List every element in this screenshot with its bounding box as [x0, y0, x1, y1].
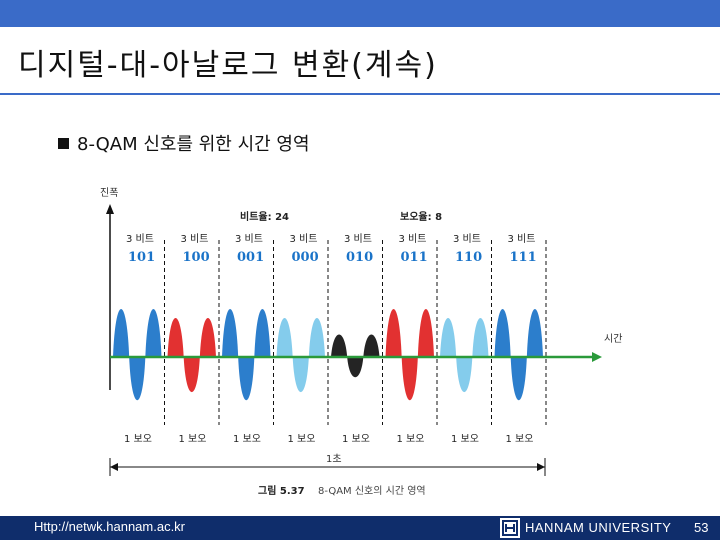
- symbol-bottom-labels: 1 보오 1 보오 1 보오 1 보오 1 보오 1 보오 1 보오 1 보오: [124, 433, 533, 445]
- x-axis-label: 시간: [604, 333, 622, 345]
- symbol-dividers: [164, 240, 547, 425]
- time-axis-arrow: [592, 352, 602, 362]
- symbol-bits-unit-label: 3 비트: [235, 233, 263, 245]
- symbol-baud-label: 1 보오: [506, 433, 534, 445]
- symbol-bits-unit-label: 3 비트: [344, 233, 372, 245]
- bit-rate-label: 비트율: 24: [240, 210, 289, 223]
- wave-lobe: [222, 309, 239, 357]
- wave-lobe: [440, 318, 457, 357]
- wave-lobe: [401, 357, 418, 401]
- y-axis-label: 진폭: [100, 187, 118, 199]
- symbol-bits-value: 000: [292, 250, 319, 265]
- waveform-group: [113, 309, 543, 401]
- symbol-baud-label: 1 보오: [124, 433, 152, 445]
- footer-url-link[interactable]: Http://netwk.hannam.ac.kr: [34, 519, 186, 534]
- footer-university-name: HANNAM UNIVERSITY: [525, 520, 672, 535]
- symbol-bits-value: 010: [346, 250, 373, 265]
- wave-lobe: [145, 309, 162, 357]
- slide-title: 디지털-대-아날로그 변환(계속): [18, 48, 438, 83]
- symbol-bits-unit-label: 3 비트: [508, 233, 536, 245]
- wave-lobe: [456, 357, 473, 393]
- symbol-bits-value: 001: [237, 250, 264, 265]
- wave-lobe: [526, 309, 543, 357]
- y-axis-arrow: [106, 204, 114, 214]
- wave-lobe: [292, 357, 309, 393]
- symbol-bits-value: 101: [128, 250, 155, 265]
- wave-lobe: [183, 357, 200, 393]
- wave-lobe: [199, 318, 216, 357]
- wave-lobe: [129, 357, 146, 401]
- wave-lobe: [347, 357, 364, 378]
- qam-time-domain-figure: 진폭 시간 비트율: 24 보오율: 8 3 비트 101 3 비트 100 3 비트 0…: [100, 187, 622, 497]
- symbol-baud-label: 1 보오: [179, 433, 207, 445]
- one-second-right-arrow: [537, 463, 545, 471]
- wave-lobe: [510, 357, 527, 401]
- symbol-baud-label: 1 보오: [451, 433, 479, 445]
- symbol-bits-value: 100: [183, 250, 210, 265]
- one-second-label: 1초: [326, 453, 342, 465]
- wave-lobe: [276, 318, 293, 357]
- symbol-top-labels: 3 비트 101 3 비트 100 3 비트 001 3 비트 000 3 비트 010 3 비트 0…: [126, 233, 537, 265]
- wave-lobe: [472, 318, 489, 357]
- symbol-baud-label: 1 보오: [288, 433, 316, 445]
- figure-caption-number: 그림 5.37: [258, 485, 305, 497]
- wave-lobe: [494, 309, 511, 357]
- wave-lobe: [308, 318, 325, 357]
- page-number: 53: [694, 520, 709, 535]
- university-logo-icon: [500, 518, 520, 538]
- symbol-baud-label: 1 보오: [233, 433, 261, 445]
- bullet-square-icon: [58, 138, 69, 149]
- symbol-baud-label: 1 보오: [342, 433, 370, 445]
- one-second-left-arrow: [110, 463, 118, 471]
- wave-lobe: [331, 334, 348, 357]
- symbol-bits-value: 011: [401, 250, 428, 265]
- symbol-bits-unit-label: 3 비트: [399, 233, 427, 245]
- bullet-text: 8-QAM 신호를 위한 시간 영역: [77, 134, 310, 155]
- wave-lobe: [167, 318, 184, 357]
- symbol-bits-unit-label: 3 비트: [453, 233, 481, 245]
- symbol-bits-value: 110: [455, 250, 482, 265]
- symbol-bits-unit-label: 3 비트: [290, 233, 318, 245]
- symbol-bits-value: 111: [510, 250, 537, 265]
- symbol-bits-unit-label: 3 비트: [181, 233, 209, 245]
- bullet-item: 8-QAM 신호를 위한 시간 영역: [58, 130, 310, 156]
- footer-bar: Http://netwk.hannam.ac.kr HANNAM UNIVERS…: [0, 516, 720, 540]
- wave-lobe: [238, 357, 255, 401]
- figure-caption: 8-QAM 신호의 시간 영역: [318, 485, 426, 497]
- symbol-baud-label: 1 보오: [397, 433, 425, 445]
- wave-lobe: [385, 309, 402, 357]
- title-divider: [0, 93, 720, 95]
- wave-lobe: [113, 309, 130, 357]
- symbol-bits-unit-label: 3 비트: [126, 233, 154, 245]
- baud-rate-label: 보오율: 8: [400, 211, 442, 223]
- wave-lobe: [417, 309, 434, 357]
- wave-lobe: [363, 334, 380, 357]
- wave-lobe: [254, 309, 271, 357]
- top-bar: [0, 0, 720, 27]
